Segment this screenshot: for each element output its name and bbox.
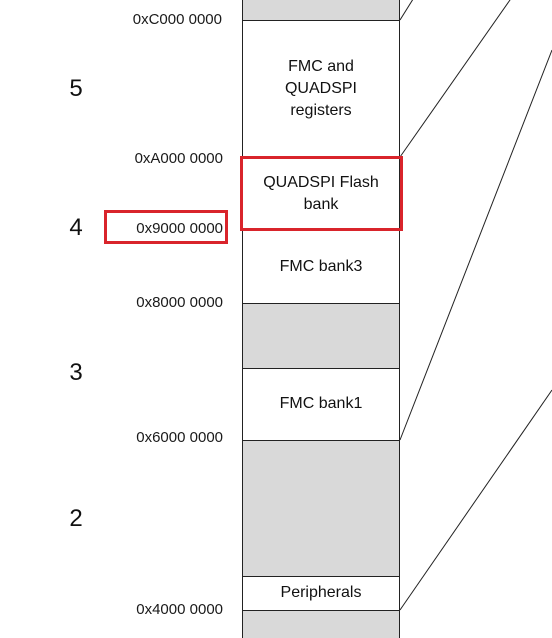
divider-line bbox=[242, 368, 400, 369]
block-fmc-bank3-label: FMC bank3 bbox=[279, 257, 363, 275]
address-label-8000: 0x8000 0000 bbox=[136, 294, 223, 311]
region-number-3: 3 bbox=[69, 359, 83, 386]
block-fmc-bank1: FMC bank1 bbox=[242, 368, 400, 440]
connector-line bbox=[399, 389, 552, 611]
block-quadspi-flash-bank-label: QUADSPI Flash bank bbox=[263, 173, 379, 213]
address-label-4000: 0x4000 0000 bbox=[136, 601, 223, 618]
divider-line bbox=[242, 610, 400, 611]
region-number-5: 5 bbox=[69, 75, 83, 102]
region-number-4: 4 bbox=[69, 214, 83, 241]
reserved-block-1 bbox=[242, 303, 400, 368]
block-quadspi-flash-bank: QUADSPI Flash bank bbox=[242, 157, 400, 230]
divider-line bbox=[242, 303, 400, 304]
divider-line bbox=[242, 576, 400, 577]
divider-line bbox=[242, 20, 400, 21]
block-peripherals-label: Peripherals bbox=[280, 584, 362, 601]
reserved-block-2 bbox=[242, 440, 400, 576]
address-label-a000: 0xA000 0000 bbox=[134, 150, 223, 167]
block-fmc-quadspi-registers-label: FMC and QUADSPI registers bbox=[284, 57, 357, 119]
block-fmc-bank1-label: FMC bank1 bbox=[279, 395, 363, 412]
connector-line bbox=[399, 0, 414, 21]
address-label-9000: 0x9000 0000 bbox=[136, 220, 223, 237]
address-label-6000: 0x6000 0000 bbox=[136, 429, 223, 446]
block-fmc-bank3: FMC bank3 bbox=[242, 230, 400, 303]
reserved-block-bottom bbox=[242, 610, 400, 638]
connector-line bbox=[399, 0, 511, 158]
highlight-address-9000 bbox=[104, 210, 228, 244]
address-label-c000: 0xC000 0000 bbox=[132, 11, 222, 28]
highlight-quadspi-flash-bank bbox=[240, 156, 403, 231]
connector-line bbox=[399, 49, 552, 441]
region-number-2: 2 bbox=[69, 505, 83, 532]
block-peripherals: Peripherals bbox=[242, 576, 400, 610]
block-fmc-quadspi-registers: FMC and QUADSPI registers bbox=[242, 20, 400, 157]
divider-line bbox=[242, 440, 400, 441]
reserved-block-top bbox=[242, 0, 400, 20]
